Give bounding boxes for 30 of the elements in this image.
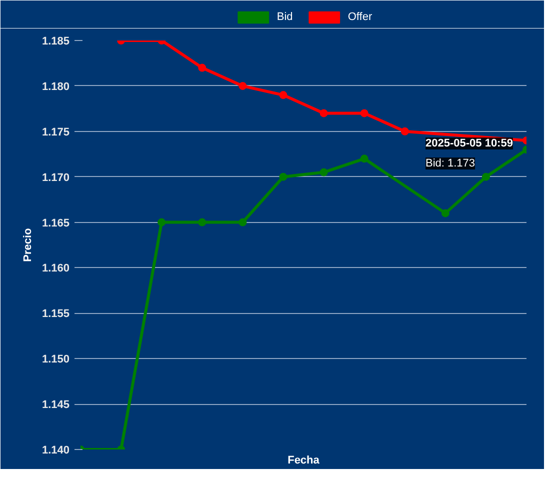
y-tick-label: 1.155 <box>42 308 70 320</box>
point <box>441 209 450 218</box>
point <box>360 154 368 163</box>
y-tick-label: 1.170 <box>42 172 70 184</box>
y-tick-label: 1.180 <box>42 80 70 93</box>
point <box>320 109 328 118</box>
legend-label: Offer <box>348 11 372 23</box>
point <box>400 127 409 136</box>
annotation: 2025-05-05 10:59 <box>426 138 513 150</box>
point <box>158 218 166 226</box>
y-axis-title: Precio <box>22 228 34 262</box>
point <box>198 218 206 226</box>
y-tick-label: 1.140 <box>42 444 70 456</box>
y-tick-label: 1.145 <box>42 399 70 412</box>
point <box>279 91 288 100</box>
point <box>320 168 328 176</box>
y-tick-label: 1.185 <box>42 36 70 48</box>
y-tick-label: 1.160 <box>42 262 70 275</box>
legend-label: Bid <box>276 11 294 23</box>
point <box>198 64 206 72</box>
point <box>279 172 288 181</box>
y-tick-label: 1.165 <box>42 217 70 230</box>
point <box>238 218 247 226</box>
point <box>238 82 247 90</box>
x-axis-title: Fecha <box>288 454 320 466</box>
y-tick-label: 1.175 <box>42 126 70 138</box>
point <box>482 172 490 181</box>
point <box>360 109 368 118</box>
annotation: Bid: 1.173 <box>426 158 476 170</box>
y-tick-label: 1.150 <box>42 354 70 366</box>
